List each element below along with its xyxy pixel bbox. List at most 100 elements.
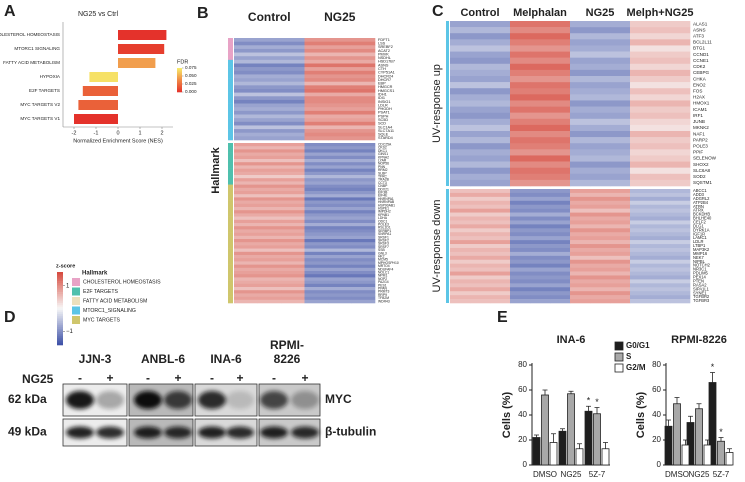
heatmap-cell <box>281 70 305 75</box>
gene-label: PRMT3 <box>378 290 390 294</box>
heatmap-cell <box>490 196 511 202</box>
error-bar <box>586 405 591 412</box>
legend-label: MTORC1_SIGNALING <box>83 308 136 314</box>
heatmap-cell <box>570 189 591 194</box>
heatmap-cell <box>610 112 631 120</box>
heatmap-cell <box>234 45 258 50</box>
heatmap-cell <box>304 175 329 179</box>
heatmap-cell <box>328 45 352 50</box>
heatmap-cell <box>281 168 305 173</box>
heatmap-cell <box>670 271 691 276</box>
heatmap-cell <box>650 112 671 120</box>
heatmap-cell <box>570 69 591 77</box>
gene-label: ACAT2 <box>378 49 390 53</box>
heatmap-cell <box>351 99 376 104</box>
gene-label: EIF3B <box>378 190 388 194</box>
heatmap-cell <box>510 216 531 221</box>
heatmap-cell <box>351 103 376 108</box>
legend-gradient <box>57 284 63 287</box>
heatmap-cell <box>530 112 551 120</box>
heatmap-cell <box>450 192 471 198</box>
heatmap-cell <box>304 280 329 285</box>
y-tick-label: 20 <box>518 435 527 444</box>
colorbar-cell <box>177 91 182 93</box>
gene-label: BCKDHB <box>693 212 710 217</box>
heatmap-cell <box>304 125 329 130</box>
heatmap-cell <box>234 245 258 249</box>
heatmap-cell <box>650 137 671 144</box>
legend-title: Hallmark <box>82 271 108 277</box>
heatmap-cell <box>328 162 352 166</box>
heatmap-cell <box>510 267 531 272</box>
heatmap-cell <box>257 287 282 291</box>
hallmark-bar <box>228 143 233 147</box>
heatmap-cell <box>670 51 691 58</box>
heatmap-cell <box>510 291 531 296</box>
heatmap-cell <box>610 224 631 229</box>
heatmap-cell <box>257 213 282 217</box>
legend-gradient <box>57 330 63 333</box>
heatmap-cell <box>450 189 471 194</box>
bar <box>567 393 575 466</box>
heatmap-cell <box>650 208 671 213</box>
heatmap-cell <box>490 131 511 138</box>
gene-label: ENO2 <box>693 82 706 87</box>
heatmap-cell <box>610 228 631 233</box>
heatmap-cell <box>450 179 471 187</box>
heatmap-cell <box>328 184 352 189</box>
heatmap-cell <box>450 131 471 138</box>
heatmap-cell <box>304 129 329 134</box>
gene-label: CDK2 <box>693 64 706 69</box>
heatmap-cell <box>234 155 258 160</box>
heatmap-cell <box>590 200 611 206</box>
heatmap-cell <box>530 267 551 272</box>
heatmap-cell <box>328 125 352 130</box>
gene-label: SLBP <box>378 171 387 175</box>
gene-label: BCL2L11 <box>693 40 712 45</box>
heatmap-cell <box>550 131 571 138</box>
heatmap-cell <box>530 224 551 229</box>
gene-label: LTBP1 <box>693 243 706 248</box>
heatmap-cell <box>328 216 352 221</box>
heatmap-cell <box>610 287 631 292</box>
heatmap-cell <box>490 45 511 52</box>
gene-label: SHOX2 <box>693 162 709 167</box>
heatmap-cell <box>281 191 305 195</box>
bar <box>703 444 712 466</box>
heatmap-cell <box>550 88 571 95</box>
heatmap-cell <box>510 39 531 46</box>
heatmap-cell <box>650 204 671 209</box>
gene-label: MPHOSPH10 <box>378 261 399 265</box>
heatmap-cell <box>670 112 691 120</box>
heatmap-cell <box>570 240 591 245</box>
heatmap-cell <box>590 244 611 249</box>
heatmap-cell <box>328 258 352 262</box>
heatmap-cell <box>490 204 511 209</box>
heatmap-cell <box>257 235 282 240</box>
heatmap-cell <box>490 255 511 261</box>
heatmap-cell <box>630 88 651 95</box>
gene-label: CELF2 <box>693 220 707 225</box>
heatmap-cell <box>610 100 631 107</box>
error-bar <box>534 434 539 438</box>
heatmap-cell <box>550 247 571 253</box>
gene-label: ATRN <box>693 204 704 209</box>
heatmap-cell <box>234 52 258 57</box>
heatmap-cell <box>490 275 511 280</box>
heatmap-cell <box>234 239 258 243</box>
x-tick-label: -2 <box>72 130 77 136</box>
heatmap-cell <box>304 187 329 192</box>
heatmap-cell <box>328 274 352 278</box>
block-label: UV-response up <box>431 64 443 143</box>
heatmap-cell <box>530 100 551 107</box>
heatmap-cell <box>450 200 471 206</box>
legend-swatch <box>614 363 624 373</box>
heatmap-cell <box>530 236 551 241</box>
heatmap-cell <box>257 223 282 227</box>
heatmap-cell <box>450 94 471 101</box>
hallmark-bar <box>228 245 233 249</box>
condition-label: + <box>174 371 181 385</box>
heatmap-cell <box>351 63 376 68</box>
heatmap-cell <box>328 264 352 269</box>
bar <box>593 413 601 466</box>
